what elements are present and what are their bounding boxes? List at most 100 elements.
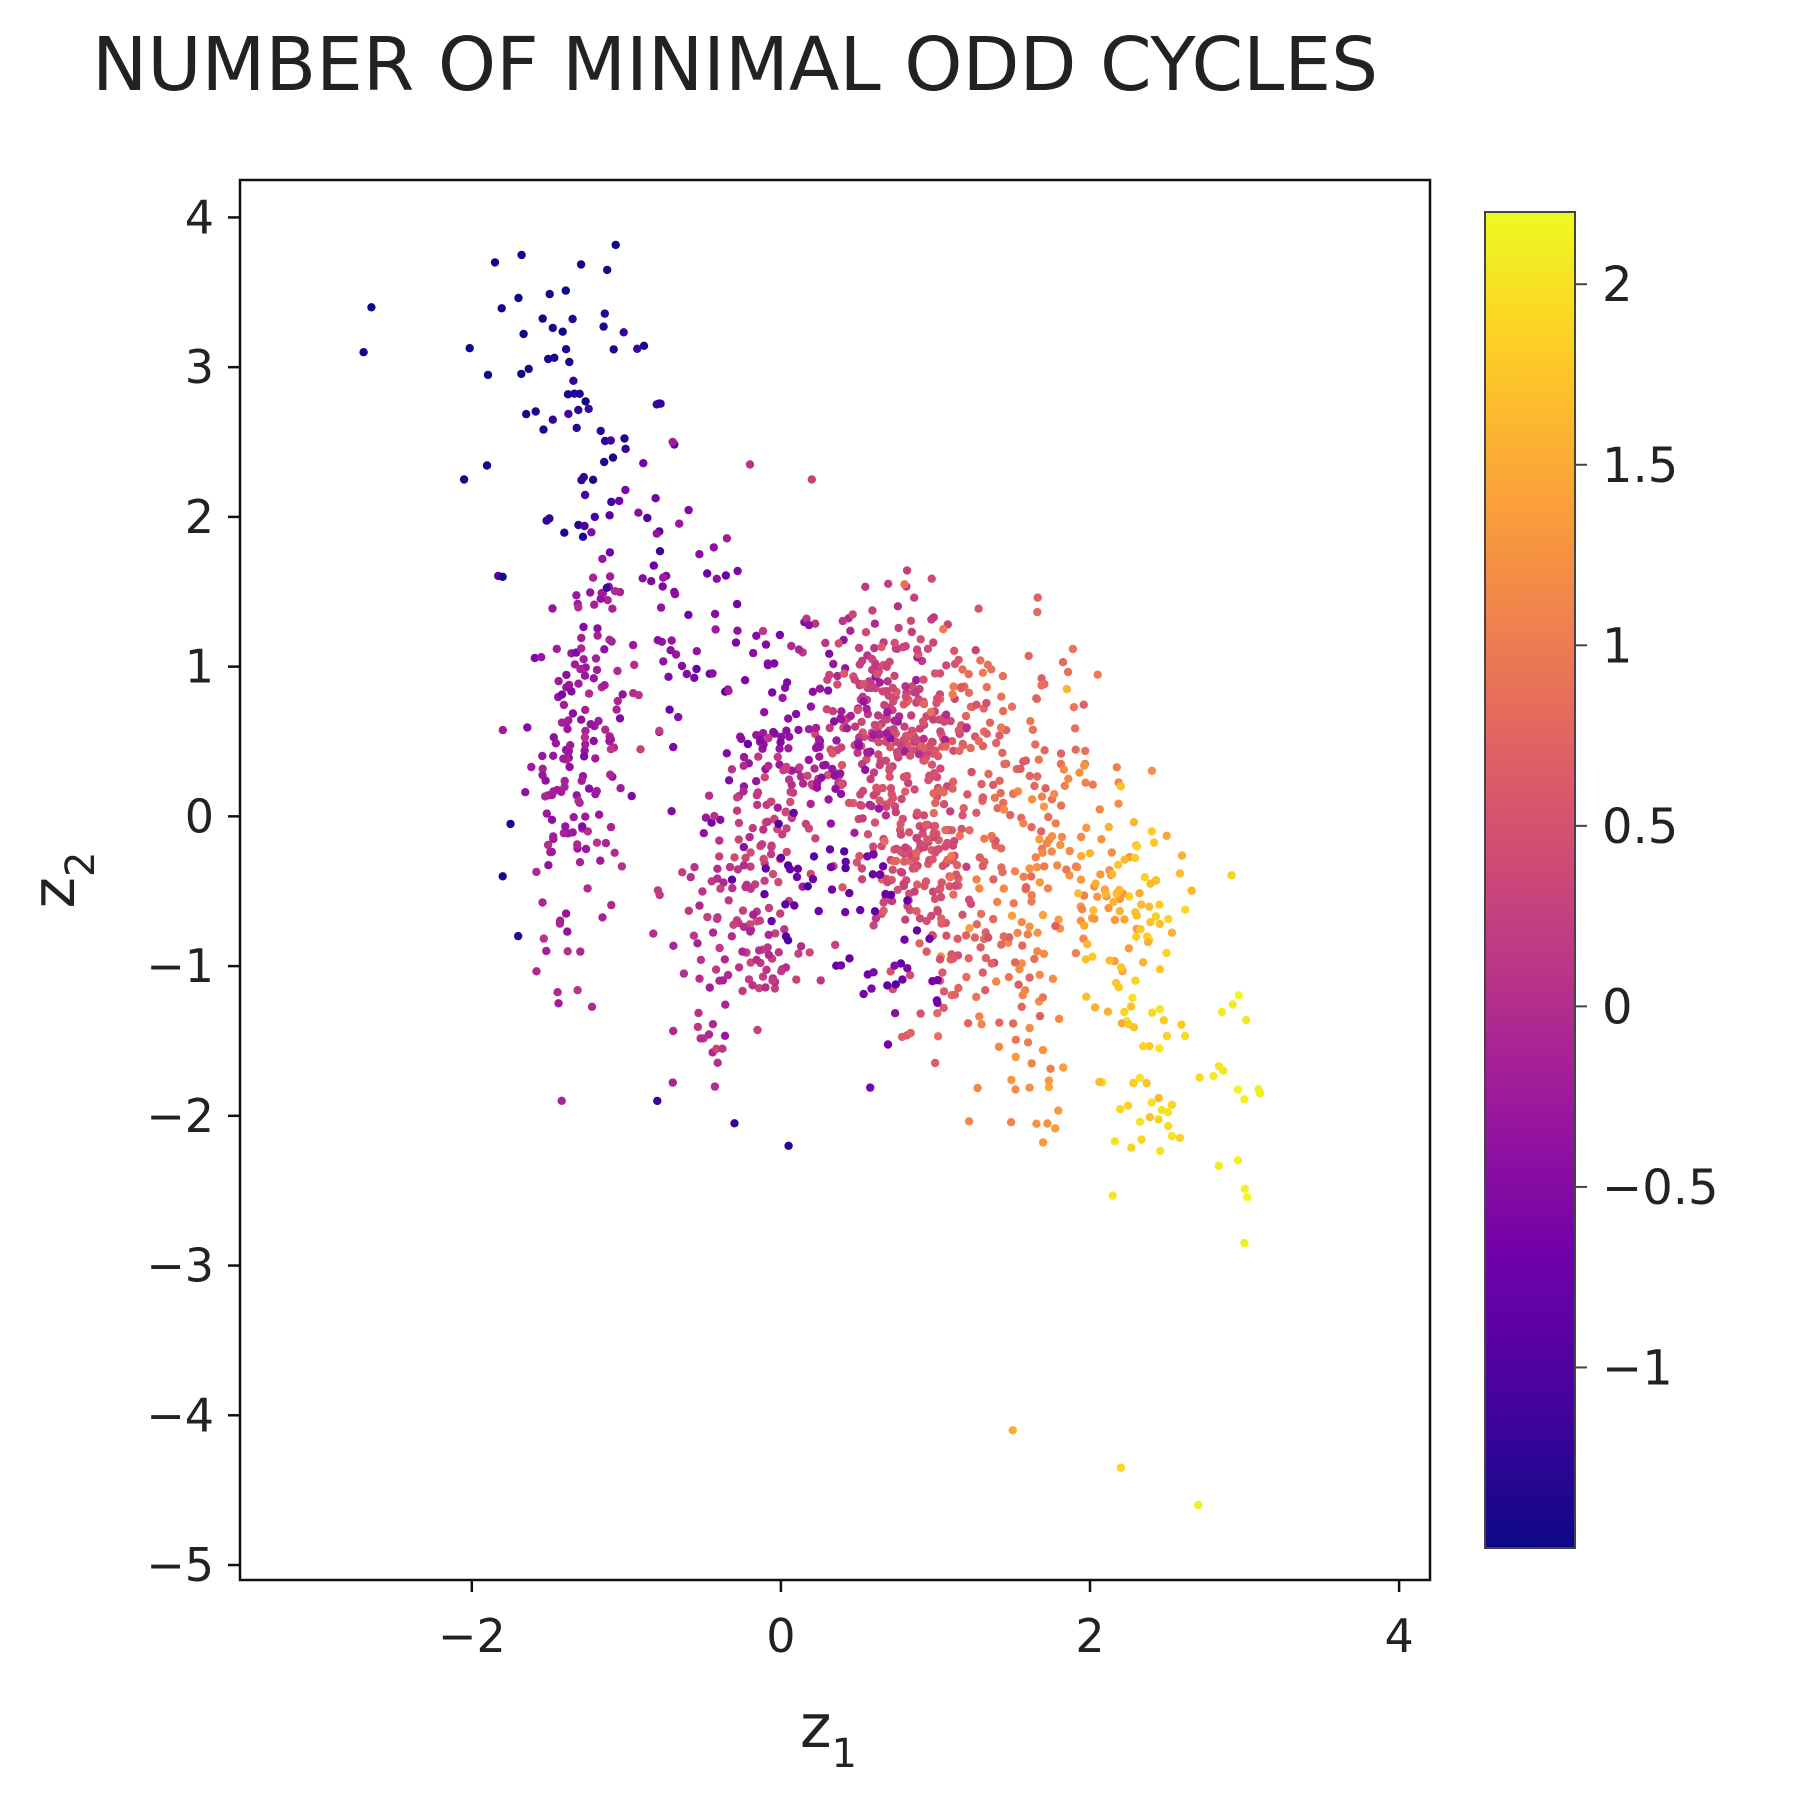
scatter-point	[795, 763, 804, 772]
scatter-point	[863, 748, 872, 757]
scatter-point	[686, 873, 695, 882]
scatter-point	[1097, 835, 1106, 844]
scatter-point	[1035, 878, 1045, 887]
scatter-point	[1068, 644, 1078, 654]
scatter-point	[996, 788, 1005, 798]
scatter-point	[870, 720, 879, 730]
scatter-point	[532, 867, 541, 877]
scatter-point	[985, 718, 995, 727]
scatter-point	[1131, 908, 1140, 917]
colorbar-ticks: −1 −0.5 0 0.5 1 1.5 2	[1575, 257, 1719, 1396]
scatter-point	[840, 847, 849, 856]
scatter-point	[1137, 900, 1146, 909]
scatter-point	[1024, 651, 1033, 661]
scatter-point	[538, 764, 547, 773]
scatter-point	[872, 783, 881, 792]
scatter-point	[761, 864, 770, 873]
scatter-point	[976, 656, 985, 665]
scatter-point	[873, 711, 883, 720]
scatter-point	[559, 754, 568, 763]
scatter-point	[782, 678, 792, 687]
scatter-point	[989, 914, 998, 924]
scatter-point	[1070, 724, 1080, 733]
scatter-point	[1004, 973, 1014, 982]
scatter-point	[710, 1082, 720, 1091]
scatter-point	[831, 784, 840, 793]
scatter-point	[1145, 1113, 1155, 1122]
scatter-point	[599, 322, 608, 331]
scatter-point	[815, 752, 824, 761]
scatter-point	[709, 543, 718, 552]
scatter-point	[555, 919, 565, 928]
scatter-point	[530, 653, 539, 663]
scatter-point	[989, 875, 998, 884]
scatter-point	[1129, 818, 1139, 827]
scatter-point	[1021, 883, 1031, 893]
scatter-point	[704, 791, 714, 800]
scatter-point	[653, 886, 663, 895]
scatter-point	[1071, 862, 1081, 871]
scatter-point	[890, 638, 899, 647]
scatter-point	[733, 566, 742, 576]
scatter-point	[984, 933, 993, 942]
scatter-point	[841, 908, 850, 917]
scatter-point	[577, 475, 586, 485]
scatter-point	[760, 876, 769, 885]
scatter-point	[546, 847, 555, 857]
scatter-point	[753, 800, 762, 810]
scatter-point	[930, 769, 939, 778]
scatter-point	[870, 818, 880, 827]
scatter-point	[804, 755, 813, 765]
scatter-point	[850, 828, 859, 837]
scatter-point	[1032, 1119, 1041, 1128]
scatter-point	[896, 959, 906, 968]
scatter-point	[711, 625, 720, 634]
colorbar-tick-label: 1	[1602, 618, 1633, 674]
scatter-point	[907, 627, 916, 637]
scatter-point	[912, 675, 921, 685]
scatter-point	[739, 752, 749, 762]
scatter-point	[964, 954, 973, 963]
scatter-point	[930, 894, 940, 904]
scatter-point	[577, 633, 586, 643]
scatter-point	[1038, 1045, 1048, 1055]
scatter-point	[593, 631, 602, 640]
scatter-point	[950, 646, 959, 655]
scatter-point	[608, 453, 618, 462]
scatter-point	[853, 748, 862, 758]
scatter-point	[1162, 831, 1171, 840]
scatter-point	[1113, 860, 1123, 869]
scatter-point	[981, 986, 990, 995]
scatter-point	[1234, 991, 1244, 1000]
scatter-point	[749, 648, 758, 658]
scatter-point	[948, 784, 957, 793]
scatter-point	[605, 511, 614, 520]
scatter-point	[1056, 801, 1066, 810]
scatter-point	[833, 680, 842, 689]
scatter-point	[893, 602, 903, 611]
scatter-point	[716, 815, 725, 824]
scatter-point	[1032, 863, 1042, 872]
scatter-point	[883, 707, 892, 717]
scatter-point	[903, 896, 912, 905]
scatter-point	[1034, 755, 1044, 764]
scatter-point	[523, 723, 532, 732]
scatter-point	[617, 862, 627, 871]
scatter-point	[826, 819, 836, 828]
scatter-point	[859, 989, 868, 999]
scatter-point	[748, 823, 757, 833]
scatter-point	[737, 734, 746, 744]
scatter-point	[605, 635, 614, 644]
scatter-point	[784, 714, 793, 723]
scatter-point	[854, 643, 864, 653]
scatter-point	[1007, 1075, 1016, 1085]
scatter-point	[1054, 1014, 1064, 1024]
scatter-point	[858, 814, 867, 823]
scatter-point	[1043, 1119, 1052, 1128]
scatter-point	[710, 609, 720, 619]
scatter-point	[1116, 1463, 1126, 1472]
scatter-point	[752, 955, 761, 964]
scatter-point	[557, 690, 567, 699]
scatter-point	[874, 804, 884, 813]
scatter-point	[754, 752, 763, 761]
